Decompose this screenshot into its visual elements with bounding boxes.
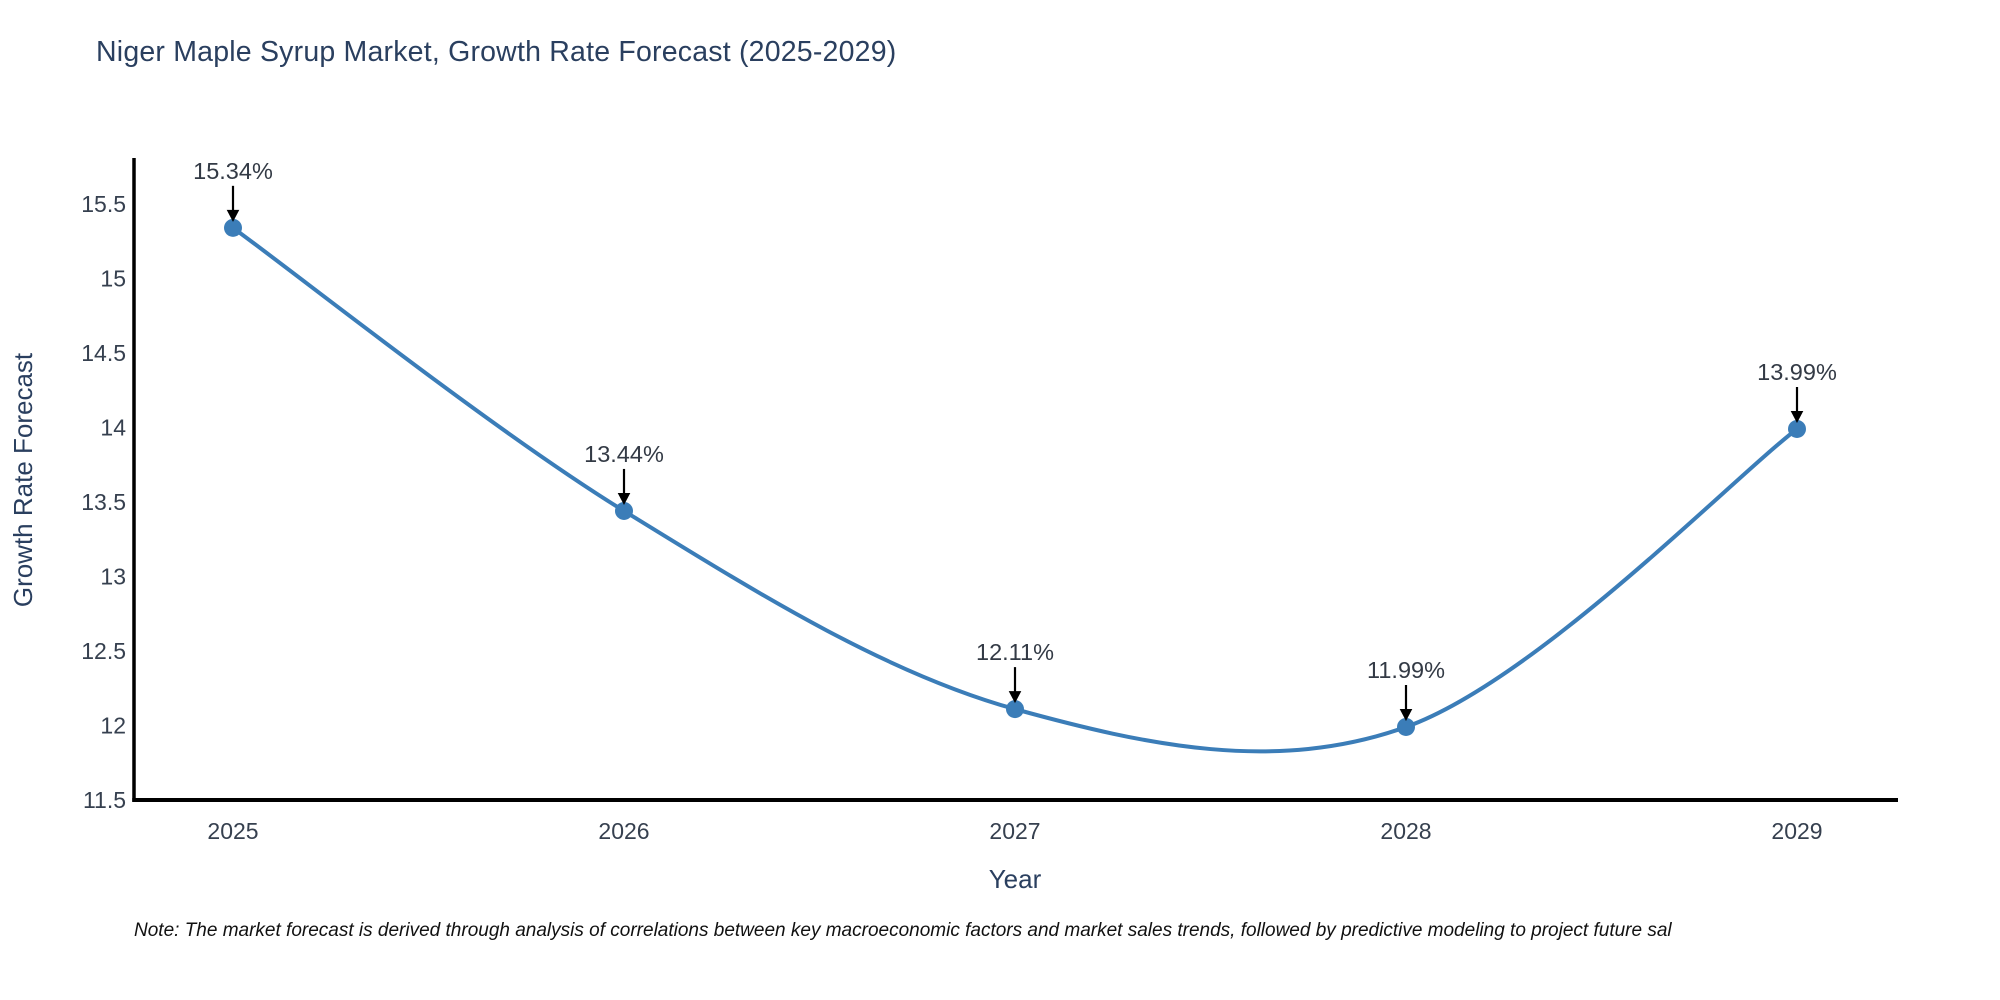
point-annotation: 12.11% <box>976 639 1054 704</box>
data-point-marker <box>1006 700 1024 719</box>
point-value-label: 13.99% <box>1757 359 1837 385</box>
point-value-label: 12.11% <box>976 639 1054 665</box>
y-tick-label: 15 <box>100 266 126 292</box>
series-growth-rate <box>224 218 1806 754</box>
x-axis-title: Year <box>989 864 1042 894</box>
point-annotation: 11.99% <box>1367 657 1445 721</box>
data-point-marker <box>224 218 242 237</box>
point-value-label: 11.99% <box>1367 657 1445 683</box>
x-tick-label: 2025 <box>207 818 258 844</box>
point-value-label: 13.44% <box>584 441 664 467</box>
data-point-marker <box>1788 419 1806 438</box>
y-tick-label: 14.5 <box>81 340 126 366</box>
x-axis-tick-labels: 2025 2026 2027 2028 2029 <box>207 818 1822 844</box>
annotation-arrow-head <box>226 209 240 222</box>
y-tick-label: 13 <box>100 564 126 590</box>
point-annotation: 13.44% <box>584 441 664 505</box>
x-tick-label: 2029 <box>1771 818 1822 844</box>
chart-title: Niger Maple Syrup Market, Growth Rate Fo… <box>96 36 897 68</box>
y-tick-label: 11.5 <box>83 787 126 813</box>
data-point-marker <box>615 501 633 520</box>
y-tick-label: 13.5 <box>81 489 126 515</box>
point-annotations: 15.34% 13.44% 12.11% 11.99% 13.99% <box>193 158 1837 721</box>
point-value-label: 15.34% <box>193 158 273 184</box>
y-axis-title: Growth Rate Forecast <box>8 352 38 607</box>
footnote: Note: The market forecast is derived thr… <box>134 920 1672 941</box>
annotation-arrow-head <box>1399 708 1413 721</box>
axes <box>132 158 1898 802</box>
point-annotation: 13.99% <box>1757 359 1837 423</box>
y-tick-label: 15.5 <box>81 191 126 217</box>
y-tick-label: 14 <box>100 415 126 441</box>
y-tick-label: 12 <box>100 713 126 739</box>
x-tick-label: 2026 <box>598 818 649 844</box>
point-annotation: 15.34% <box>193 158 273 222</box>
y-axis-tick-labels: 11.5 12 12.5 13 13.5 14 14.5 15 15.5 <box>81 191 126 813</box>
y-tick-label: 12.5 <box>81 638 126 664</box>
data-point-marker <box>1397 717 1415 736</box>
x-tick-label: 2028 <box>1380 818 1431 844</box>
annotation-arrow-head <box>1008 691 1022 704</box>
annotation-arrow-head <box>1790 410 1804 423</box>
x-tick-label: 2027 <box>989 818 1040 844</box>
annotation-arrow-head <box>617 492 631 505</box>
